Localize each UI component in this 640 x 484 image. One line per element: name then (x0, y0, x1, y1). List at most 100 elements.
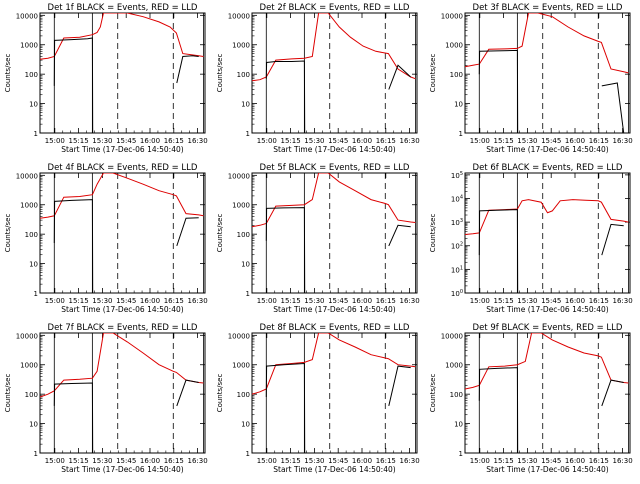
chart-panel-9: Det 9f BLACK = Events, RED = LLD 1 10 100 10… (429, 323, 633, 474)
x-tick-label: 15:15 (281, 457, 301, 465)
x-tick-label: 16:00 (565, 297, 585, 305)
plot-frame (464, 332, 631, 454)
x-tick-label: 15:30 (304, 457, 324, 465)
y-tick-label: 1 (34, 130, 38, 138)
x-tick-label: 15:15 (494, 457, 514, 465)
x-tick-label: 15:30 (517, 137, 537, 145)
y-tick-label: 100 (237, 231, 250, 239)
y-tick-label: 10000 (16, 172, 38, 180)
x-axis-label: Start Time (17-Dec-06 14:50:40) (273, 465, 395, 474)
y-tick-label: 100 (25, 71, 38, 79)
plot-frame (251, 172, 418, 294)
y-axis-label: Counts/sec (216, 214, 224, 253)
y-tick-label: 10000 (228, 12, 250, 20)
y-tick-label: 1000 (20, 42, 38, 50)
x-tick-label: 16:00 (352, 297, 372, 305)
y-tick-label: 1000 (232, 42, 250, 50)
y-tick-label: 1 (246, 130, 250, 138)
y-tick-label: 102 (451, 242, 463, 251)
y-tick-label: 105 (451, 171, 463, 180)
x-tick-label: 16:30 (400, 297, 420, 305)
events-series-line (53, 37, 199, 133)
x-tick-label: 16:00 (352, 457, 372, 465)
x-tick-label: 16:15 (164, 457, 184, 465)
chart-panel-3: Det 3f BLACK = Events, RED = LLD 1 10 100 10… (429, 3, 633, 154)
panel-title: Det 2f BLACK = Events, RED = LLD (260, 3, 410, 13)
events-series-line (478, 367, 624, 453)
y-axis-label: Counts/sec (429, 374, 437, 413)
x-tick-label: 16:30 (613, 137, 633, 145)
x-tick-label: 15:45 (541, 297, 561, 305)
x-tick-label: 15:30 (92, 297, 112, 305)
y-axis-label: Counts/sec (4, 54, 12, 93)
lld-series-line (40, 13, 204, 60)
x-tick-label: 16:15 (376, 457, 396, 465)
x-tick-label: 15:15 (69, 137, 89, 145)
x-tick-label: 16:15 (589, 137, 609, 145)
chart-panel-8: Det 8f BLACK = Events, RED = LLD 1 10 100 10… (216, 323, 420, 474)
x-tick-label: 15:30 (304, 137, 324, 145)
x-tick-label: 16:30 (613, 457, 633, 465)
x-tick-label: 15:30 (92, 457, 112, 465)
y-tick-label: 1 (459, 130, 463, 138)
x-tick-label: 15:45 (541, 137, 561, 145)
y-tick-label: 100 (25, 231, 38, 239)
x-tick-label: 16:00 (140, 297, 160, 305)
y-tick-label: 100 (237, 71, 250, 79)
x-tick-label: 15:30 (304, 297, 324, 305)
panel-title: Det 1f BLACK = Events, RED = LLD (48, 3, 198, 13)
x-tick-label: 15:00 (257, 457, 277, 465)
y-tick-label: 103 (451, 218, 463, 227)
x-tick-label: 16:15 (164, 137, 184, 145)
chart-panel-6: Det 6f BLACK = Events, RED = LLD10010110… (429, 163, 633, 314)
y-tick-label: 10 (29, 261, 38, 269)
y-tick-label: 1000 (20, 202, 38, 210)
x-axis-label: Start Time (17-Dec-06 14:50:40) (61, 305, 183, 314)
y-tick-label: 10000 (228, 172, 250, 180)
y-tick-label: 10 (241, 421, 250, 429)
x-tick-label: 15:00 (45, 297, 65, 305)
x-tick-label: 15:45 (116, 137, 136, 145)
x-tick-label: 15:45 (328, 137, 348, 145)
x-tick-label: 16:30 (188, 297, 208, 305)
panel-title: Det 5f BLACK = Events, RED = LLD (260, 163, 410, 173)
panel-title: Det 4f BLACK = Events, RED = LLD (48, 163, 198, 173)
x-tick-label: 16:30 (400, 457, 420, 465)
x-tick-label: 16:15 (164, 297, 184, 305)
chart-panel-7: Det 7f BLACK = Events, RED = LLD 1 10 100 10… (4, 323, 208, 474)
lld-series-line (465, 199, 629, 235)
y-tick-label: 1000 (232, 362, 250, 370)
y-tick-label: 10000 (441, 12, 463, 20)
lld-series-line (465, 333, 629, 390)
y-tick-label: 100 (25, 391, 38, 399)
x-tick-label: 15:45 (116, 297, 136, 305)
x-tick-label: 15:30 (92, 137, 112, 145)
y-tick-label: 100 (450, 71, 463, 79)
x-tick-label: 15:15 (494, 297, 514, 305)
y-axis-label: Counts/sec (216, 374, 224, 413)
y-tick-label: 101 (451, 265, 463, 274)
x-tick-label: 16:00 (565, 457, 585, 465)
x-tick-label: 16:00 (352, 137, 372, 145)
chart-panel-5: Det 5f BLACK = Events, RED = LLD 1 10 100 10… (216, 163, 420, 314)
y-tick-label: 104 (451, 194, 463, 203)
y-tick-label: 100 (451, 289, 463, 298)
lld-series-line (40, 173, 204, 219)
plot-frame (39, 172, 206, 294)
panel-title: Det 9f BLACK = Events, RED = LLD (473, 323, 623, 333)
y-tick-label: 1 (246, 450, 250, 458)
x-tick-label: 16:30 (188, 137, 208, 145)
lld-series-line (465, 13, 629, 74)
x-tick-label: 15:00 (470, 137, 490, 145)
chart-panel-4: Det 4f BLACK = Events, RED = LLD 1 10 100 10… (4, 163, 208, 314)
events-series-line (265, 362, 411, 453)
y-axis-label: Counts/sec (429, 214, 437, 253)
plot-frame (39, 332, 206, 454)
y-tick-exponent: 3 (460, 218, 463, 224)
chart-panel-1: Det 1f BLACK = Events, RED = LLD 1 10 100 10… (4, 3, 208, 154)
y-tick-label: 1 (246, 290, 250, 298)
x-tick-label: 16:00 (140, 457, 160, 465)
x-tick-label: 16:30 (613, 297, 633, 305)
y-tick-exponent: 4 (460, 194, 463, 200)
